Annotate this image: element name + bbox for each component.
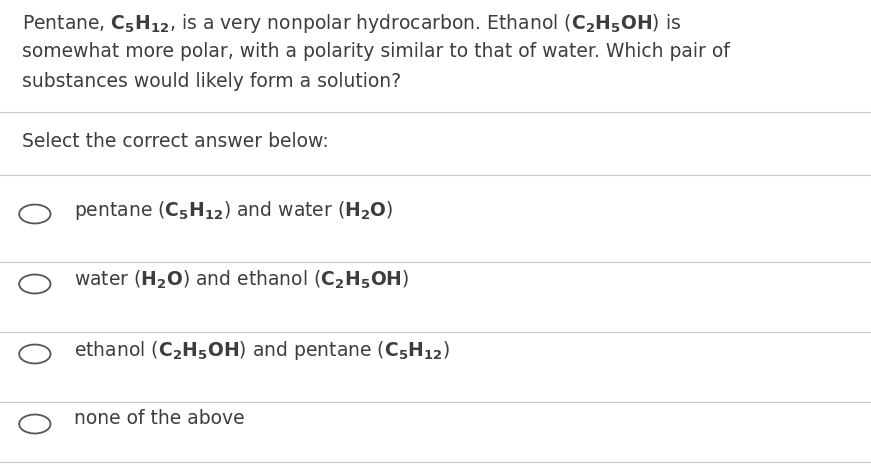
Text: water ($\mathbf{H_2O}$) and ethanol ($\mathbf{C_2H_5OH}$): water ($\mathbf{H_2O}$) and ethanol ($\m…: [74, 269, 409, 291]
Text: somewhat more polar, with a polarity similar to that of water. Which pair of: somewhat more polar, with a polarity sim…: [22, 42, 730, 61]
Text: Pentane, $\mathbf{C_5H_{12}}$, is a very nonpolar hydrocarbon. Ethanol ($\mathbf: Pentane, $\mathbf{C_5H_{12}}$, is a very…: [22, 12, 681, 35]
Text: substances would likely form a solution?: substances would likely form a solution?: [22, 72, 401, 91]
Text: none of the above: none of the above: [74, 409, 245, 428]
Text: Select the correct answer below:: Select the correct answer below:: [22, 132, 328, 151]
Text: pentane ($\mathbf{C_5H_{12}}$) and water ($\mathbf{H_2O}$): pentane ($\mathbf{C_5H_{12}}$) and water…: [74, 199, 394, 222]
Text: ethanol ($\mathbf{C_2H_5OH}$) and pentane ($\mathbf{C_5H_{12}}$): ethanol ($\mathbf{C_2H_5OH}$) and pentan…: [74, 339, 450, 362]
